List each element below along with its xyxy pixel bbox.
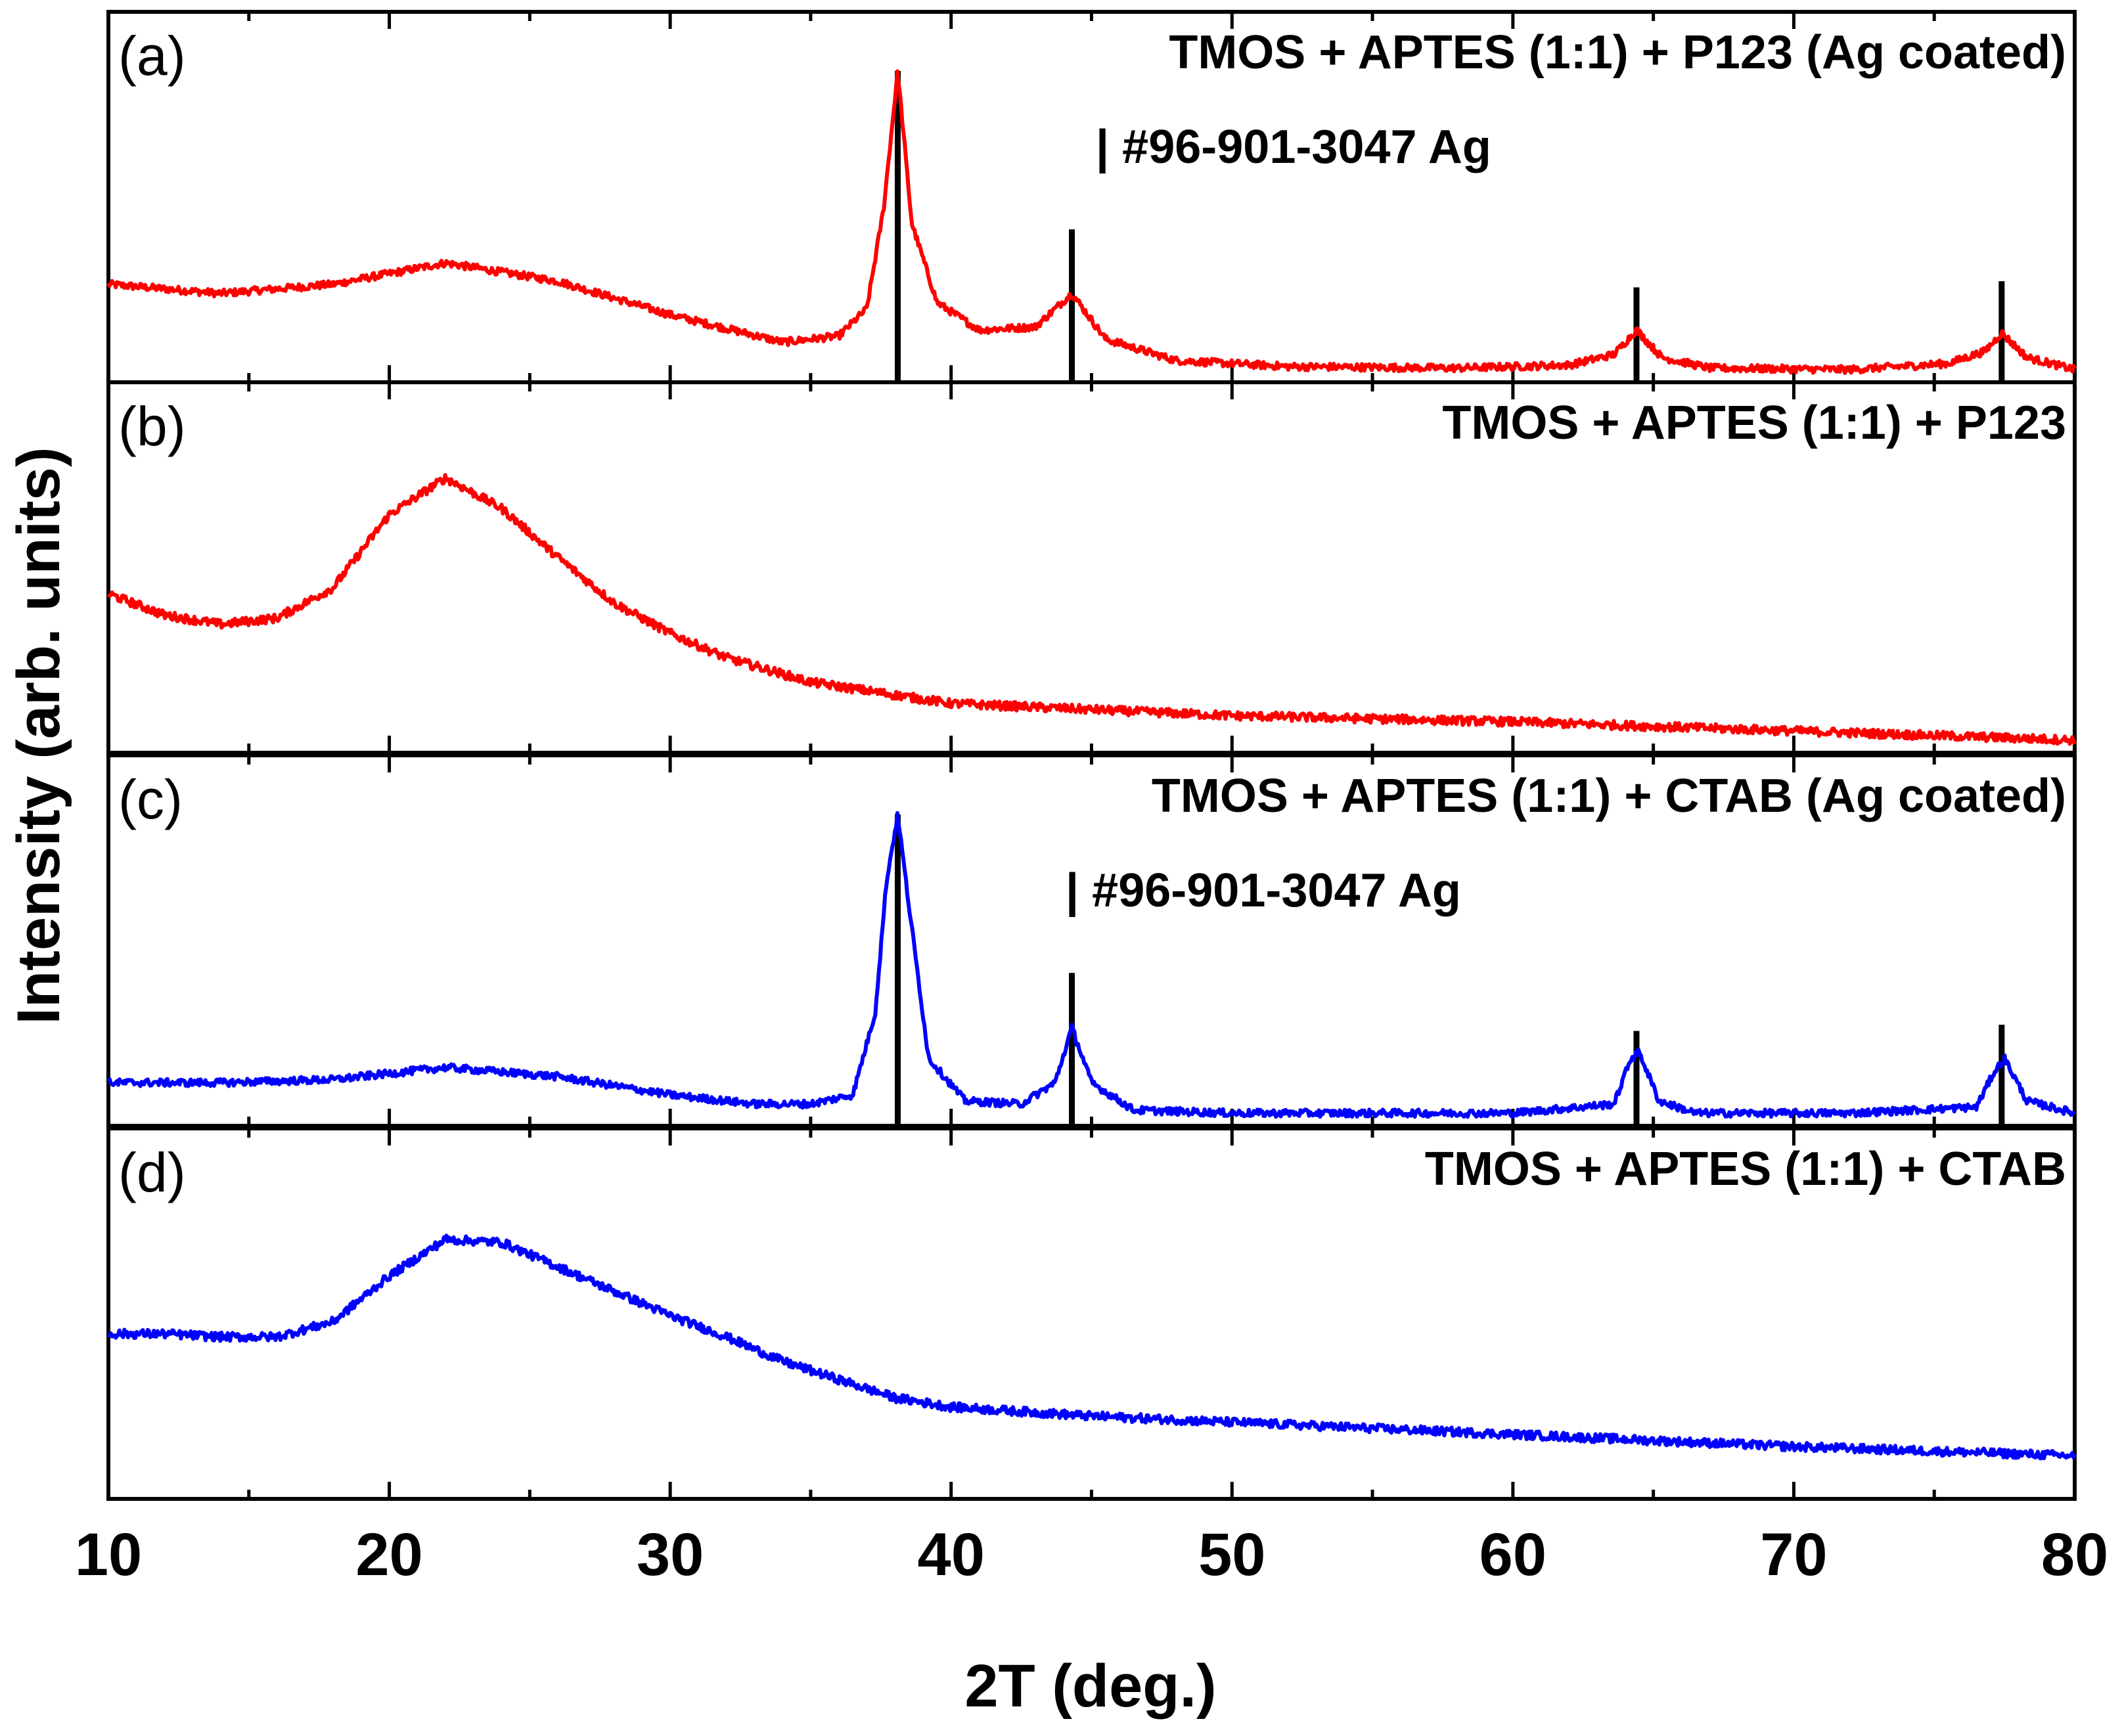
xrd-series-line [106, 69, 2077, 375]
x-tick-label: 20 [355, 1521, 422, 1588]
x-tick-label: 10 [75, 1521, 142, 1588]
sample-label: TMOS + APTES (1:1) + CTAB [1425, 1143, 2066, 1195]
x-tick-label: 40 [918, 1521, 985, 1588]
panel-b: (b) TMOS + APTES (1:1) + P123 [106, 380, 2077, 755]
x-tick-label: 30 [637, 1521, 704, 1588]
x-axis-title: 2T (deg.) [964, 1653, 1216, 1720]
panel-letter: (d) [118, 1142, 186, 1203]
panel-a: (a) TMOS + APTES (1:1) + P123 (Ag coated)… [106, 10, 2077, 384]
x-tick-label: 70 [1760, 1521, 1827, 1588]
x-tick-label: 50 [1198, 1521, 1265, 1588]
sample-label: TMOS + APTES (1:1) + P123 [1442, 397, 2066, 449]
x-axis: 10 20 30 40 50 60 70 80 [75, 1521, 2108, 1588]
x-tick-label: 80 [2041, 1521, 2108, 1588]
sample-label: TMOS + APTES (1:1) + CTAB (Ag coated) [1152, 770, 2066, 822]
reference-label: | #96-901-3047 Ag [1066, 864, 1461, 917]
panel-letter: (b) [118, 395, 186, 457]
panel-letter: (c) [118, 768, 183, 830]
reference-label: | #96-901-3047 Ag [1096, 121, 1491, 173]
x-tick-label: 60 [1479, 1521, 1546, 1588]
panel-c: (c) TMOS + APTES (1:1) + CTAB (Ag coated)… [106, 753, 2077, 1128]
panels-group: (a) TMOS + APTES (1:1) + P123 (Ag coated)… [106, 10, 2077, 1501]
y-axis-title: Intensity (arb. units) [5, 447, 72, 1024]
xrd-series-line [106, 473, 2077, 746]
xrd-series-line [106, 1234, 2077, 1461]
panel-letter: (a) [118, 25, 186, 87]
xrd-series-line [106, 811, 2077, 1119]
panel-d: (d) TMOS + APTES (1:1) + CTAB [106, 1126, 2077, 1501]
sample-label: TMOS + APTES (1:1) + P123 (Ag coated) [1169, 26, 2066, 79]
